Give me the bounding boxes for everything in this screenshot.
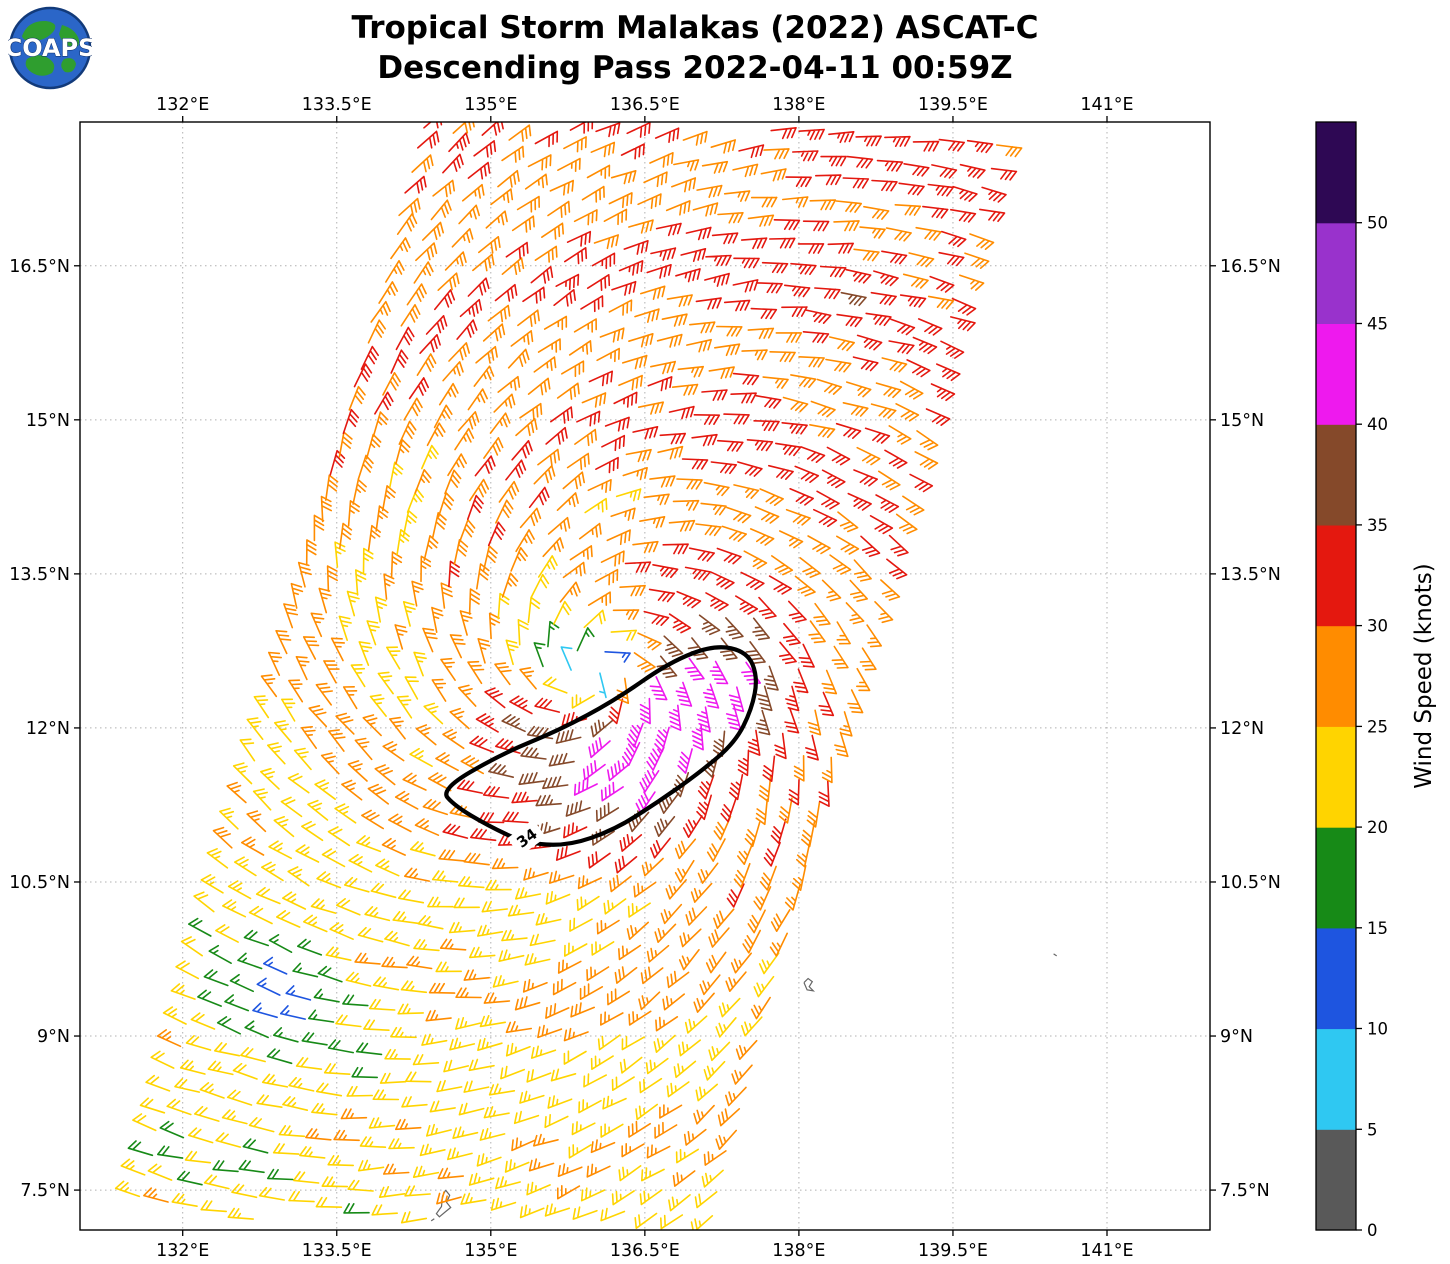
y-tick-label-right: 7.5°N (1220, 1181, 1270, 1201)
colorbar-tick-label: 40 (1367, 415, 1388, 434)
x-tick-label-bottom: 132°E (156, 1241, 209, 1261)
y-tick-label-left: 7.5°N (20, 1181, 70, 1201)
coaps-logo: COAPS (4, 6, 96, 90)
x-tick-label-bottom: 135°E (464, 1241, 517, 1261)
y-tick-label-right: 10.5°N (1220, 873, 1281, 893)
y-tick-label-right: 16.5°N (1220, 257, 1281, 277)
colorbar-label: Wind Speed (knots) (1411, 563, 1437, 789)
y-tick-label-left: 13.5°N (9, 565, 70, 585)
y-tick-label-right: 15°N (1220, 411, 1264, 431)
x-tick-label-bottom: 139.5°E (918, 1241, 988, 1261)
colorbar-tick-label: 10 (1367, 1020, 1388, 1039)
y-tick-label-left: 16.5°N (9, 257, 70, 277)
axis-ticks (74, 116, 1216, 1236)
x-tick-label-top: 133.5°E (302, 95, 372, 115)
colorbar-tick-label: 45 (1367, 315, 1388, 334)
title-line-2: Descending Pass 2022-04-11 00:59Z (377, 50, 1013, 87)
x-tick-label-bottom: 133.5°E (302, 1241, 372, 1261)
island-outlines (430, 953, 1058, 1222)
colorbar-tick-label: 25 (1367, 717, 1388, 736)
colorbar-tick-label: 15 (1367, 919, 1388, 938)
axis-tick-labels: 132°E 132°E 133.5°E 133.5°E 135°E 135°E 136.5°… (9, 95, 1281, 1261)
title-line-1: Tropical Storm Malakas (2022) ASCAT-C (351, 10, 1039, 46)
x-tick-label-bottom: 141°E (1080, 1241, 1133, 1261)
figure-title: Tropical Storm Malakas (2022) ASCAT-C De… (0, 8, 1390, 89)
x-tick-label-top: 135°E (464, 95, 517, 115)
y-tick-label-left: 10.5°N (9, 873, 70, 893)
y-tick-label-right: 9°N (1220, 1027, 1253, 1047)
x-tick-label-top: 139.5°E (918, 95, 988, 115)
wind-barb-field (114, 122, 1023, 1230)
colorbar: 0 5 10 15 20 25 30 35 40 45 50 (1315, 121, 1388, 1240)
logo-text: COAPS (8, 34, 92, 62)
y-tick-label-left: 9°N (37, 1027, 70, 1047)
x-tick-label-top: 141°E (1080, 95, 1133, 115)
y-tick-label-left: 12°N (26, 719, 70, 739)
y-tick-label-right: 12°N (1220, 719, 1264, 739)
colorbar-tick-label: 5 (1367, 1120, 1378, 1139)
gridlines (80, 122, 1210, 1230)
x-tick-label-bottom: 138°E (772, 1241, 825, 1261)
colorbar-tick-label: 20 (1367, 818, 1388, 837)
x-tick-label-top: 136.5°E (610, 95, 680, 115)
colorbar-tick-label: 50 (1367, 214, 1388, 233)
x-tick-label-bottom: 136.5°E (610, 1241, 680, 1261)
x-tick-label-top: 138°E (772, 95, 825, 115)
y-tick-label-left: 15°N (26, 411, 70, 431)
x-tick-label-top: 132°E (156, 95, 209, 115)
contour-34kt: 34 (444, 645, 758, 857)
colorbar-tick-label: 0 (1367, 1221, 1378, 1240)
colorbar-tick-label: 30 (1367, 617, 1388, 636)
y-tick-label-right: 13.5°N (1220, 565, 1281, 585)
contour-34-label: 34 (507, 819, 547, 857)
globe-icon: COAPS (4, 6, 96, 90)
colorbar-tick-label: 35 (1367, 516, 1388, 535)
